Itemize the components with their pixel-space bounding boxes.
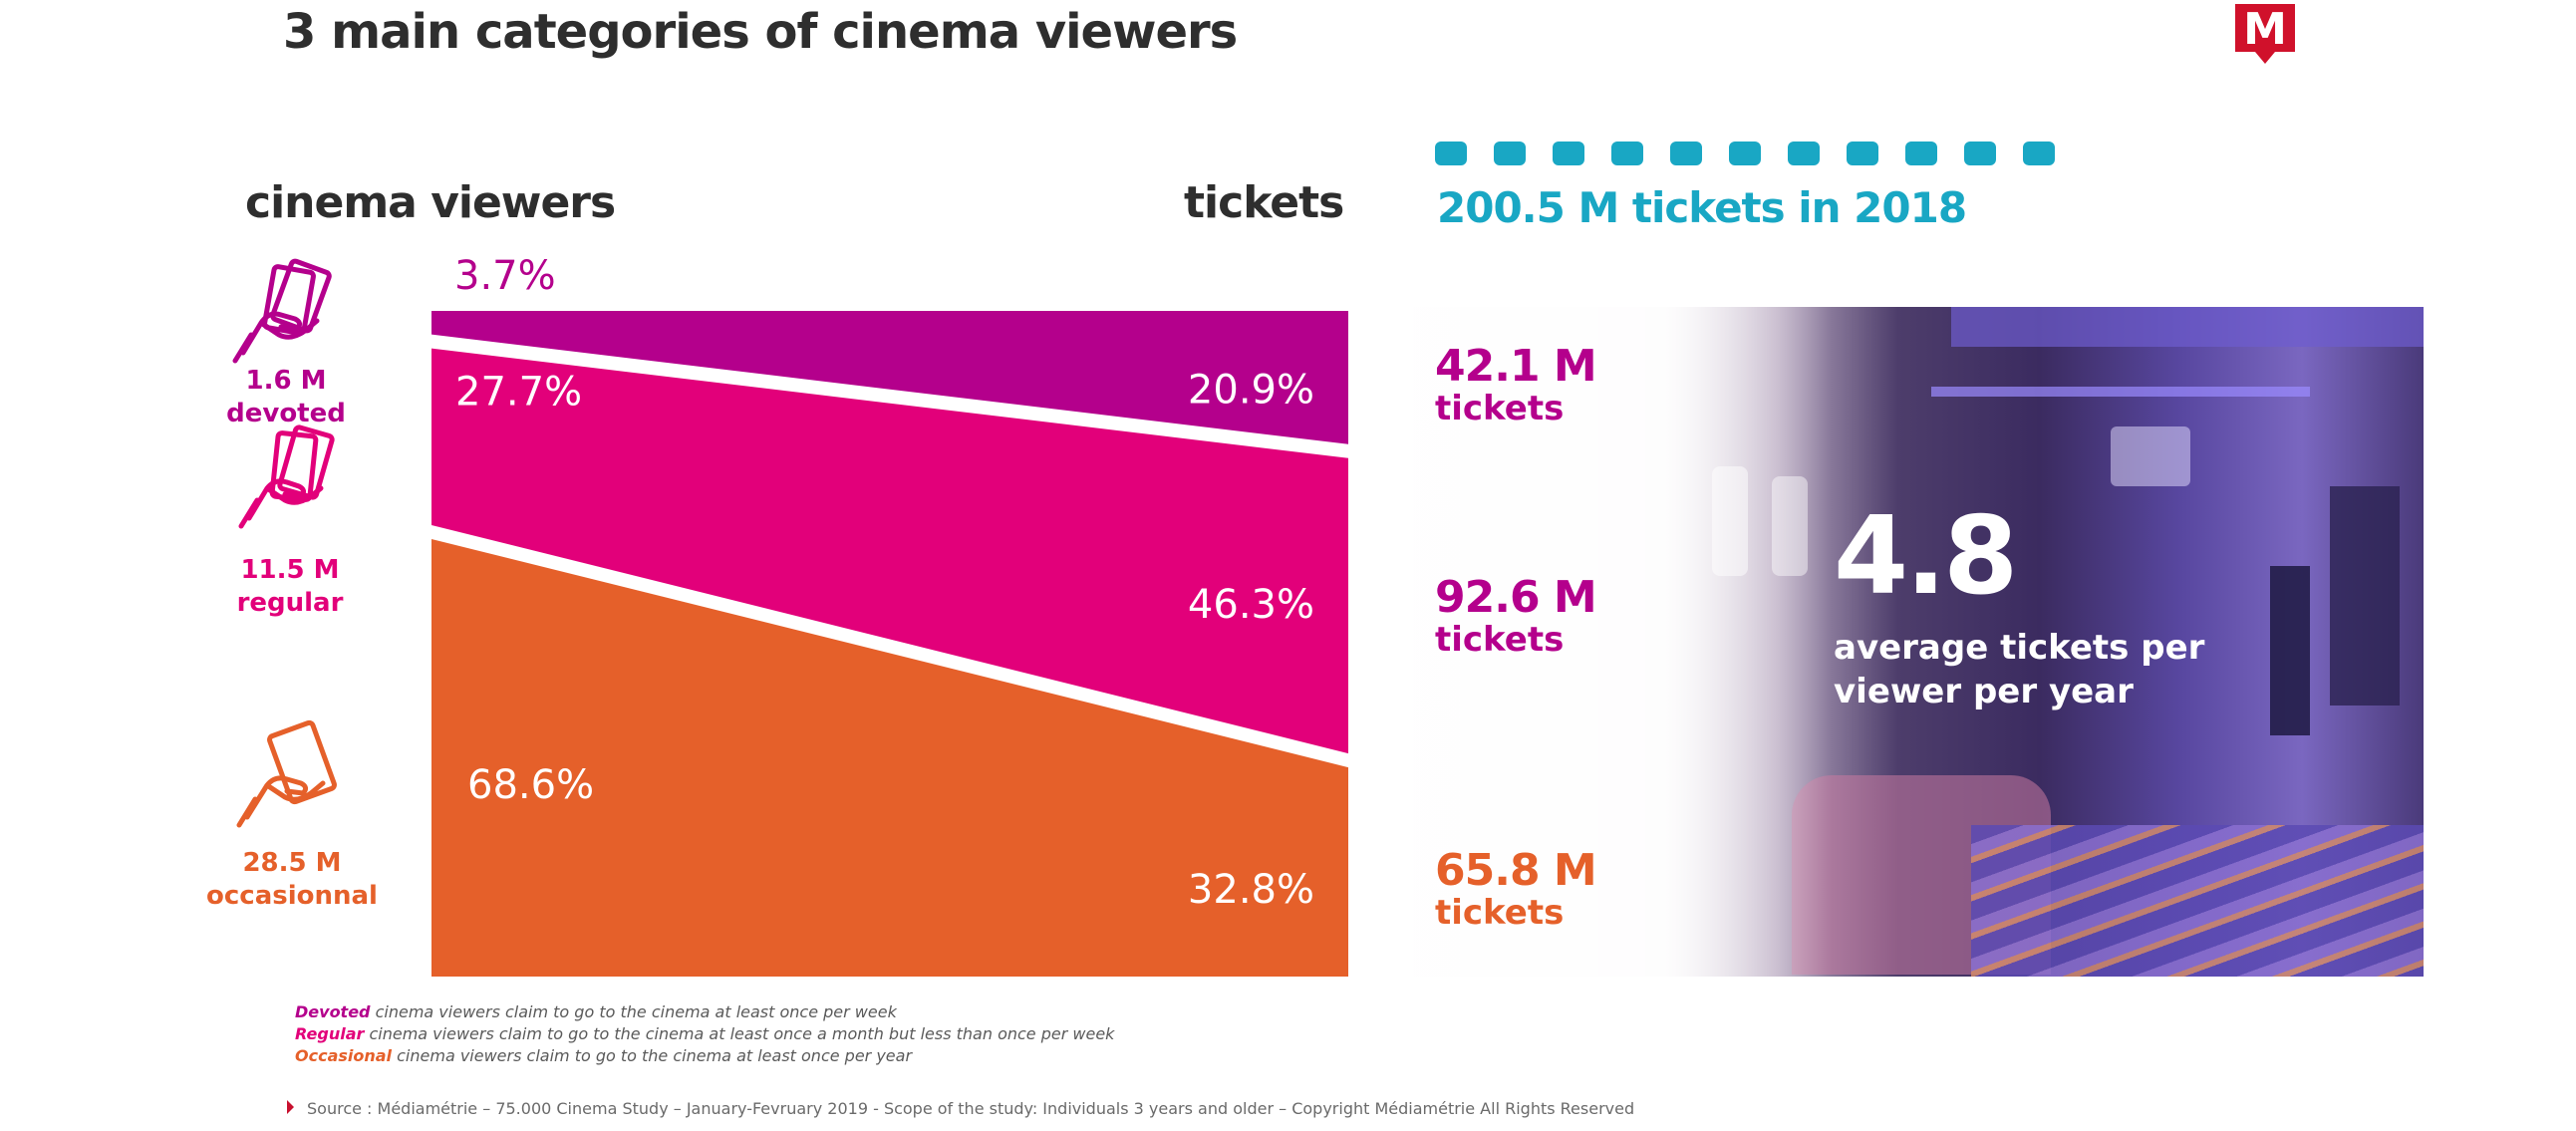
dot [2023,141,2055,165]
footnote-devoted: Devoted cinema viewers claim to go to th… [295,1002,897,1021]
viewers-share-label-regular: 27.7% [455,369,582,415]
average-caption-line-1: average tickets per [1834,628,2205,668]
dot [1670,141,1702,165]
footnote-occasional-term: Occasional [295,1046,393,1065]
regular-tickets-word: tickets [1435,620,1565,660]
category-occasionnal-label: occasionnal [206,881,378,911]
viewers-share-label-occasionnal: 68.6% [467,762,594,808]
category-regular-label: regular [236,588,344,618]
page-title: 3 main categories of cinema viewers [283,4,1238,60]
dot [1729,141,1761,165]
total-tickets: 200.5 M tickets in 2018 [1437,183,1967,232]
dot [1435,141,1467,165]
footnote-occasional: Occasional cinema viewers claim to go to… [295,1046,912,1065]
average-tickets-caption: average tickets per viewer per year [1834,626,2252,713]
svg-text:M: M [2243,4,2287,55]
category-occasionnal: 28.5 M occasionnal [197,713,387,913]
cinema-hall-photo [1413,307,2424,977]
occasionnal-tickets-value: 65.8 M [1435,845,1597,896]
category-regular-count: 11.5 M [240,555,340,585]
average-tickets-value: 4.8 [1834,494,2018,619]
average-caption-line-2: viewer per year [1834,672,2134,711]
category-devoted-label: 1.6 M devoted [226,366,346,428]
occasionnal-tickets: 65.8 M tickets [1435,845,1597,934]
footnote-regular-text: cinema viewers claim to go to the cinema… [364,1024,1115,1043]
footnote-occasional-text: cinema viewers claim to go to the cinema… [392,1046,913,1065]
devoted-tickets: 42.1 M tickets [1435,341,1597,429]
footnote-regular: Regular cinema viewers claim to go to th… [295,1024,1114,1043]
dot [1494,141,1526,165]
regular-tickets: 92.6 M tickets [1435,572,1597,661]
flow-segment-occasionnal [431,538,1348,977]
dot [1964,141,1996,165]
footnote-devoted-term: Devoted [295,1002,371,1021]
dot [1553,141,1584,165]
flow-segment-regular [431,348,1348,754]
dot [1847,141,1878,165]
devoted-tickets-word: tickets [1435,389,1565,428]
tickets-in-hand-icon [225,423,355,532]
dot [1905,141,1937,165]
tickets-column-heading: tickets [1184,177,1344,228]
footnote-devoted-text: cinema viewers claim to go to the cinema… [370,1002,897,1021]
source-arrow-icon [287,1100,294,1114]
devoted-tickets-value: 42.1 M [1435,341,1597,392]
category-occasionnal-count: 28.5 M [242,848,342,878]
tickets-share-label-devoted: 20.9% [1188,367,1314,413]
category-devoted: 1.6 M devoted [191,255,381,430]
footnote-regular-term: Regular [295,1024,365,1043]
ticket-in-hand-icon [227,713,357,828]
dot [1611,141,1643,165]
tickets-share-label-regular: 46.3% [1188,582,1314,628]
category-regular: 11.5 M regular [195,423,385,620]
dot [1788,141,1820,165]
viewers-share-label-devoted: 3.7% [454,253,556,299]
dots-decoration [1435,141,2082,169]
flow-segment-devoted [431,311,1348,444]
regular-tickets-value: 92.6 M [1435,572,1597,623]
source-note: Source : Médiamétrie – 75.000 Cinema Stu… [307,1099,1635,1118]
tickets-in-hand-icon [221,255,351,365]
viewers-column-heading: cinema viewers [245,177,616,228]
occasionnal-tickets-word: tickets [1435,893,1565,933]
tickets-share-label-occasionnal: 32.8% [1188,867,1314,913]
mediametrie-logo: M [2230,0,2300,66]
